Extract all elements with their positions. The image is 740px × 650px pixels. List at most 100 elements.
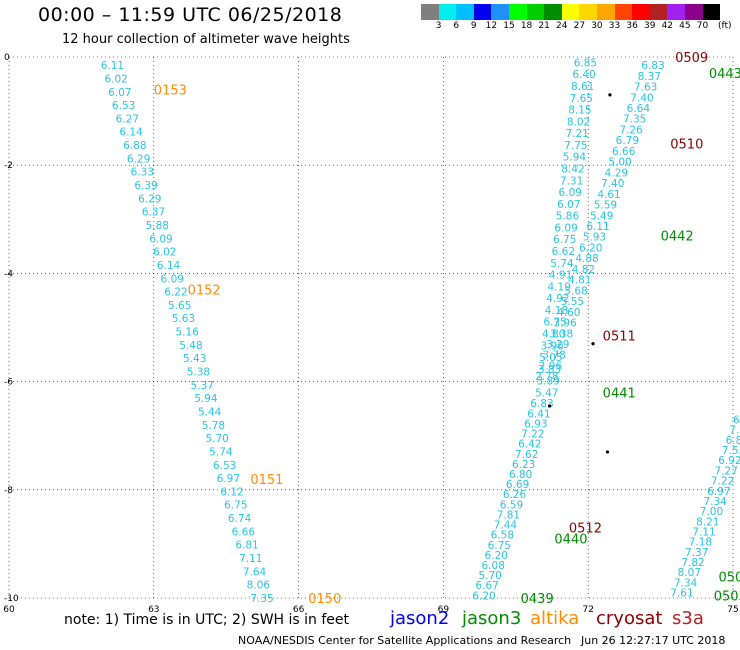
color-scale-label: 70: [696, 21, 709, 31]
swh-value-altika: 5.48: [179, 340, 202, 352]
swh-value-right-pass: 7.34: [674, 577, 698, 589]
swh-value-lower-pass: 6.75: [488, 540, 511, 552]
pass-label-altika: 0151: [250, 473, 283, 488]
swh-value-altika: 6.22: [164, 287, 187, 299]
color-swatch: [456, 4, 474, 20]
swh-value-altika: 6.66: [232, 526, 256, 538]
swh-value-cryosat: 8.02: [567, 116, 590, 128]
swh-value-altika: 6.27: [116, 113, 139, 125]
x-tick-label: 66: [293, 605, 305, 615]
swh-value-cryosat: 6.85: [574, 57, 597, 69]
swh-value-jason3: 3.29: [546, 339, 569, 351]
swh-value-right-pass: 6.92: [718, 455, 740, 467]
island-marker: [605, 450, 610, 454]
swh-value-cryosat: 5.94: [563, 152, 587, 164]
swh-value-jason3: 3.78: [542, 350, 565, 362]
swh-value-jason3: 4.82: [572, 264, 595, 276]
swh-value-altika: 6.97: [217, 473, 240, 485]
swh-value-cryosat: 4.91: [549, 270, 572, 282]
swh-value-lower-pass: 6.58: [491, 530, 514, 542]
swh-value-cryosat: 8.61: [571, 81, 594, 93]
pass-label-altika: 0150: [308, 592, 341, 607]
swh-value-cryosat: 6.75: [553, 234, 576, 246]
swh-value-altika: 5.37: [190, 380, 213, 392]
swh-value-jason3: 6.66: [612, 146, 636, 158]
swh-value-altika: 5.43: [183, 353, 206, 365]
swh-value-lower-pass: 6.23: [512, 459, 535, 471]
swh-value-right-pass: 7.61: [670, 588, 693, 600]
swh-value-altika: 5.94: [194, 393, 218, 405]
color-swatch: [526, 4, 545, 20]
swh-value-right-pass: 8.07: [678, 567, 701, 579]
swh-value-jason3: 6.11: [586, 221, 609, 233]
color-scale-label: 15: [503, 21, 515, 31]
color-swatch: [473, 4, 492, 20]
color-scale-label: 30: [591, 21, 603, 31]
credit-line: NOAA/NESDIS Center for Satellite Applica…: [238, 634, 572, 647]
island-marker: [547, 404, 552, 408]
island-marker: [591, 342, 595, 346]
swh-value-lower-pass: 6.93: [524, 418, 547, 430]
swh-value-altika: 5.88: [146, 220, 169, 232]
swh-value-jason3: 8.37: [638, 71, 661, 83]
swh-value-lower-pass: 6.83: [530, 398, 553, 410]
swh-value-lower-pass: 6.67: [475, 580, 498, 592]
color-swatch: [596, 4, 615, 20]
color-swatch: [508, 4, 527, 20]
swh-value-cryosat: 5.05: [539, 352, 562, 364]
pass-label-cryosat: 0511: [603, 330, 636, 345]
legend-item-cryosat: cryosat: [596, 608, 663, 629]
swh-value-lower-pass: 6.08: [482, 560, 505, 572]
swh-value-right-pass: 7.34: [703, 496, 727, 508]
x-tick-label: 63: [148, 605, 159, 615]
swh-value-cryosat: 3.96: [541, 340, 565, 352]
swh-value-lower-pass: 7.81: [497, 509, 520, 521]
swh-value-altika: 6.88: [123, 140, 146, 152]
pass-label-jason3: 0442: [661, 230, 694, 245]
swh-value-altika: 8.06: [247, 580, 271, 592]
swh-value-altika: 7.11: [239, 553, 262, 565]
island-marker: [608, 93, 612, 97]
swh-value-jason3: 7.40: [601, 178, 624, 190]
swh-value-cryosat: 5.74: [550, 258, 574, 270]
swh-value-right-pass: 6.87: [726, 435, 740, 447]
color-swatch: [561, 4, 580, 20]
swh-value-altika: 5.74: [209, 446, 233, 458]
swh-value-altika: 6.02: [153, 247, 176, 259]
swh-value-altika: 5.63: [172, 313, 195, 325]
swh-value-jason3: 5.59: [594, 200, 617, 212]
swh-value-altika: 5.70: [205, 433, 228, 445]
swh-value-cryosat: 6.07: [557, 199, 580, 211]
swh-value-right-pass: 7.82: [681, 557, 704, 569]
pass-label-jason3: 0443: [709, 67, 740, 82]
swh-value-altika: 6.75: [224, 500, 247, 512]
y-tick-label: -2: [4, 161, 13, 171]
color-swatch: [579, 4, 597, 20]
swh-value-altika: 6.07: [108, 87, 131, 99]
swh-value-altika: 5.16: [176, 327, 200, 339]
swh-value-right-pass: 6.85: [733, 414, 740, 426]
swh-value-jason3: 6.83: [641, 60, 664, 72]
color-scale-label: 21: [538, 21, 550, 31]
y-tick-label: 0: [4, 53, 10, 63]
swh-value-lower-pass: 6.69: [506, 479, 529, 491]
pass-label-cryosat: 0509: [675, 51, 708, 66]
pass-label-jason3: 0439: [521, 592, 554, 607]
swh-value-right-pass: 8.21: [696, 516, 719, 528]
swh-value-altika: 6.74: [228, 513, 252, 525]
swh-value-lower-pass: 6.20: [485, 550, 508, 562]
swh-value-altika: 6.53: [213, 460, 236, 472]
swh-value-lower-pass: 7.22: [521, 429, 544, 441]
swh-value-right-pass: 7.22: [711, 476, 734, 488]
swh-value-cryosat: 7.65: [570, 93, 593, 105]
pass-label-jason3: 0503: [714, 589, 740, 604]
swh-value-cryosat: 8.42: [561, 163, 584, 175]
swh-value-cryosat: 7.75: [564, 140, 587, 152]
swh-value-altika: 6.81: [235, 540, 258, 552]
color-scale-label: 12: [485, 21, 498, 31]
swh-value-cryosat: 4.18: [545, 305, 568, 317]
swh-value-cryosat: 6.40: [572, 69, 595, 81]
swh-value-altika: 7.64: [243, 566, 267, 578]
swh-value-cryosat: 6.09: [554, 222, 577, 234]
color-scale-label: 9: [470, 21, 477, 31]
